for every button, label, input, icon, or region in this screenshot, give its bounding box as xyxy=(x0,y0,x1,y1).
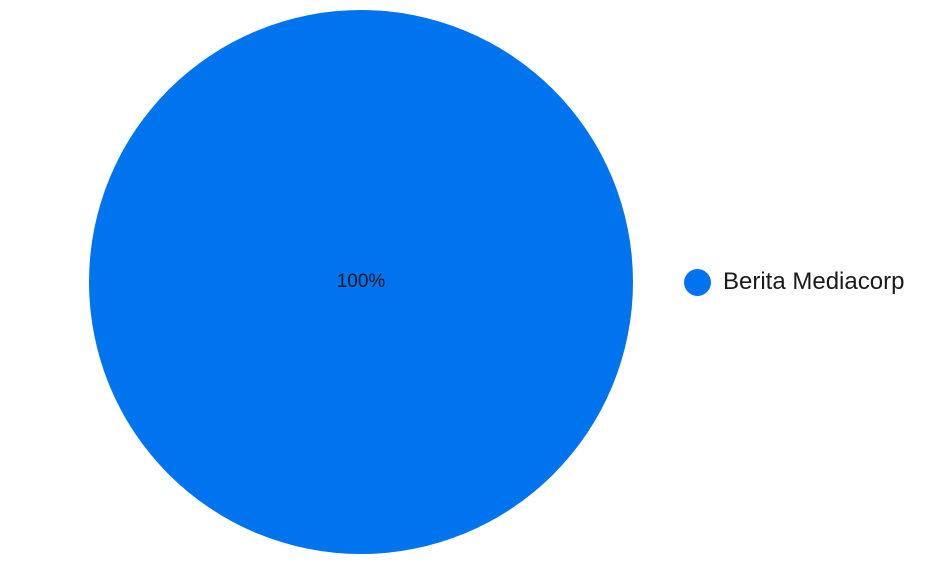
pie-slice-label-berita-mediacorp: 100% xyxy=(337,271,386,292)
chart-legend: Berita Mediacorp xyxy=(684,268,904,296)
legend-label-berita-mediacorp: Berita Mediacorp xyxy=(723,268,905,295)
legend-swatch-berita-mediacorp xyxy=(684,268,711,296)
pie-slice-berita-mediacorp xyxy=(89,10,633,554)
pie-slices xyxy=(89,10,633,554)
pie-slice-labels: 100% xyxy=(337,271,386,292)
